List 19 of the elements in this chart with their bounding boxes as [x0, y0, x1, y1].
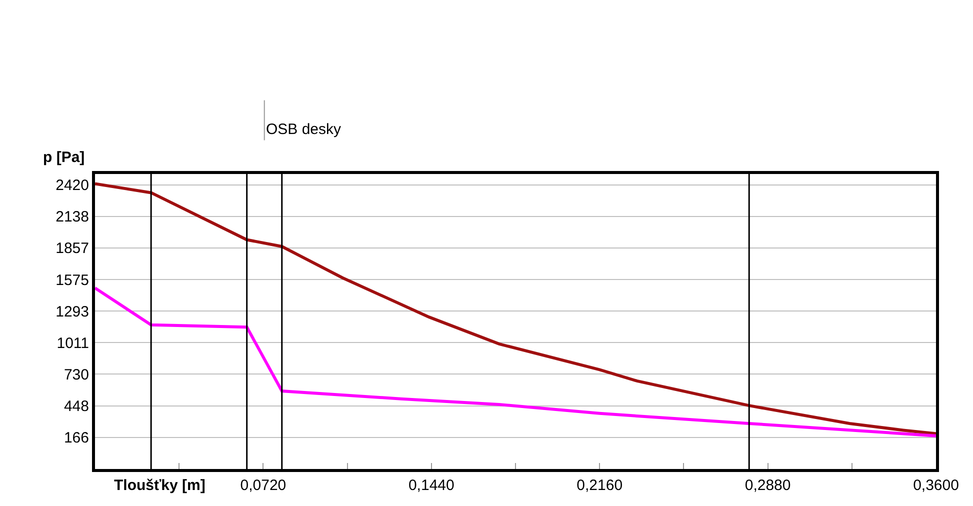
y-tick-label: 166 [64, 430, 89, 447]
y-tick-label: 2138 [56, 208, 89, 226]
y-tick-label: 2420 [56, 177, 89, 194]
y-tick-label: 1293 [56, 303, 89, 320]
x-tick-label: 0,3600 [913, 477, 959, 494]
y-tick-label: 1011 [56, 334, 89, 352]
x-tick-label: 0,2880 [744, 477, 791, 494]
x-tick-label: 0,1440 [408, 477, 454, 494]
line-series [95, 182, 936, 436]
y-tick-label: 1857 [56, 240, 89, 258]
y-tick-label: 730 [64, 366, 89, 384]
x-tick-label: 0,2160 [576, 477, 623, 494]
line-series [95, 286, 936, 438]
x-tick-label: 0,0720 [240, 477, 286, 494]
text: OSB desky [266, 121, 342, 138]
y-tick-label: 448 [64, 398, 89, 416]
x-axis-title: Tloušťky [m] [114, 477, 206, 494]
y-axis-title: p [Pa] [43, 149, 85, 166]
y-tick-label: 1575 [56, 272, 89, 289]
